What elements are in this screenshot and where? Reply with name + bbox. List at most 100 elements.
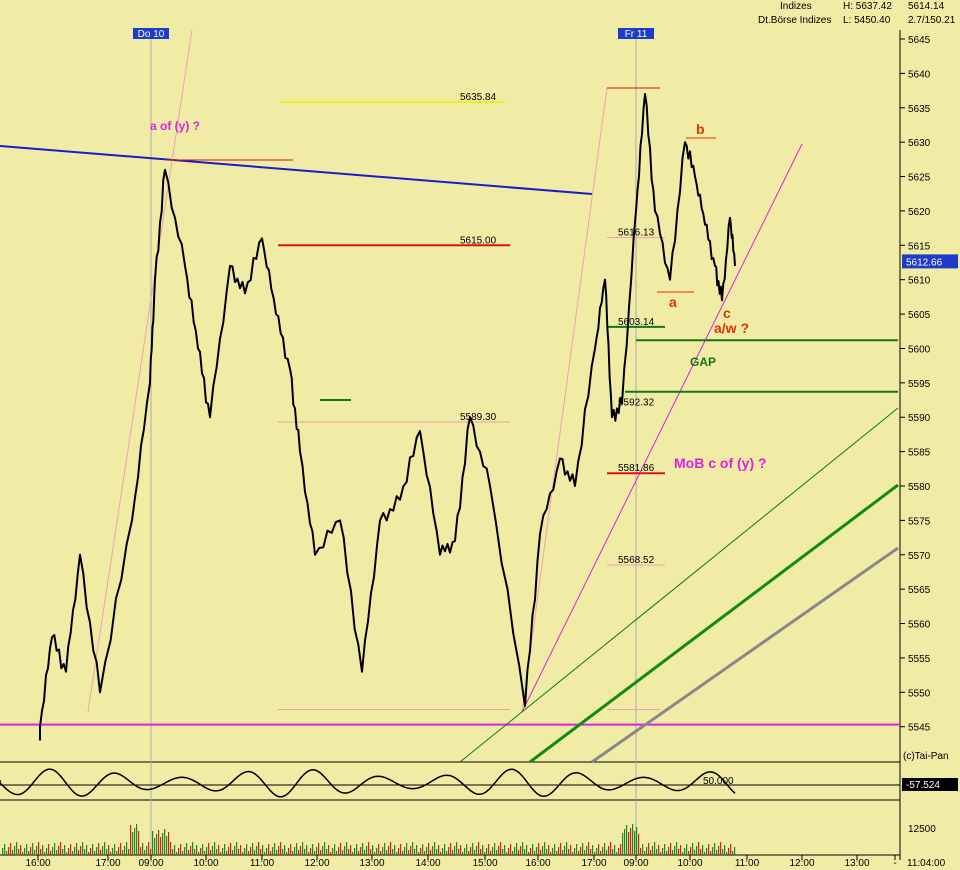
volume-bar — [24, 848, 26, 855]
volume-bar — [310, 848, 312, 855]
volume-bar — [102, 846, 104, 855]
volume-bar — [192, 842, 194, 855]
volume-bar — [734, 847, 736, 855]
y-tick-label: 5600 — [908, 344, 931, 355]
volume-bar — [376, 848, 378, 855]
x-tick-label: 16:00 — [25, 858, 50, 869]
volume-bar — [246, 844, 248, 855]
volume-bar — [194, 849, 196, 855]
volume-bar — [66, 852, 68, 855]
volume-bar — [300, 846, 302, 855]
volume-bar — [212, 846, 214, 855]
volume-bar — [400, 844, 402, 855]
volume-bar — [114, 844, 116, 855]
volume-bar — [328, 845, 330, 855]
y-tick-label: 5625 — [908, 173, 931, 184]
volume-bar — [708, 844, 710, 855]
volume-bar — [468, 851, 470, 855]
volume-bar — [316, 847, 318, 855]
volume-bar — [570, 845, 572, 855]
y-tick-label: 5635 — [908, 104, 931, 115]
green-channel-thin — [459, 407, 899, 763]
volume-bar — [448, 847, 450, 855]
y-tick-label: 5570 — [908, 551, 931, 562]
volume-bar — [434, 842, 436, 855]
volume-bar — [280, 842, 282, 855]
volume-bar — [374, 852, 376, 855]
volume-bar — [426, 847, 428, 855]
bottom-right-time: 11:04:00 — [907, 858, 946, 869]
volume-bar — [200, 848, 202, 855]
volume-bar — [414, 849, 416, 855]
volume-bar — [136, 824, 138, 855]
volume-bar — [540, 850, 542, 855]
volume-bar — [52, 847, 54, 855]
volume-bar — [250, 847, 252, 855]
volume-bar — [226, 851, 228, 855]
volume-bar — [578, 851, 580, 855]
volume-bar — [50, 851, 52, 855]
volume-bar — [58, 846, 60, 855]
annotation-gap: GAP — [690, 355, 716, 369]
volume-bar — [32, 843, 34, 855]
volume-bar — [72, 851, 74, 855]
volume-bar — [412, 842, 414, 855]
x-tick-label: 13:00 — [844, 858, 869, 869]
volume-bar — [490, 851, 492, 855]
volume-bar — [262, 845, 264, 855]
volume-bar — [84, 849, 86, 855]
volume-bar — [22, 852, 24, 855]
volume-bar — [564, 846, 566, 855]
volume-bar — [494, 843, 496, 855]
volume-bar — [258, 842, 260, 855]
volume-bar — [690, 847, 692, 855]
volume-bar — [94, 851, 96, 855]
volume-bar — [346, 842, 348, 855]
volume-bar — [508, 848, 510, 855]
volume-bar — [302, 842, 304, 855]
y-tick-label: 5595 — [908, 379, 931, 390]
volume-bar — [148, 842, 150, 855]
volume-bar — [174, 845, 176, 855]
volume-bar — [238, 849, 240, 855]
volume-bar — [580, 847, 582, 855]
high-label: H: 5637.42 — [843, 1, 892, 12]
volume-bar — [530, 848, 532, 855]
volume-bar — [616, 852, 618, 855]
volume-bar — [60, 842, 62, 855]
volume-bar — [682, 852, 684, 855]
volume-bar — [664, 844, 666, 855]
volume-bar — [108, 845, 110, 855]
x-tick-label: 10:00 — [193, 858, 218, 869]
volume-bar — [510, 844, 512, 855]
volume-bar — [472, 843, 474, 855]
volume-bar — [162, 833, 164, 855]
volume-bar — [512, 851, 514, 855]
pink-fan-line — [87, 29, 193, 713]
volume-bar — [554, 844, 556, 855]
volume-bar — [518, 850, 520, 855]
volume-bar — [464, 848, 466, 855]
volume-bar — [688, 851, 690, 855]
volume-bar — [12, 850, 14, 855]
x-tick-label: - — [893, 858, 896, 869]
volume-bar — [666, 851, 668, 855]
level-label: 5592.32 — [618, 397, 655, 408]
annotation-wave-c: c — [723, 305, 731, 321]
volume-bar — [10, 843, 12, 855]
y-tick-label: 5640 — [908, 69, 931, 80]
volume-bar — [650, 850, 652, 855]
x-tick-label: 16:00 — [525, 858, 550, 869]
volume-bar — [206, 847, 208, 855]
volume-bar — [312, 844, 314, 855]
annotation-wave-b: b — [696, 121, 705, 137]
y-tick-label: 5590 — [908, 413, 931, 424]
volume-bar — [396, 852, 398, 855]
y-tick-label: 5620 — [908, 207, 931, 218]
volume-bar — [422, 844, 424, 855]
volume-bar — [236, 842, 238, 855]
volume-bar — [406, 843, 408, 855]
volume-bar — [726, 852, 728, 855]
volume-bar — [190, 846, 192, 855]
volume-bar — [630, 828, 632, 855]
